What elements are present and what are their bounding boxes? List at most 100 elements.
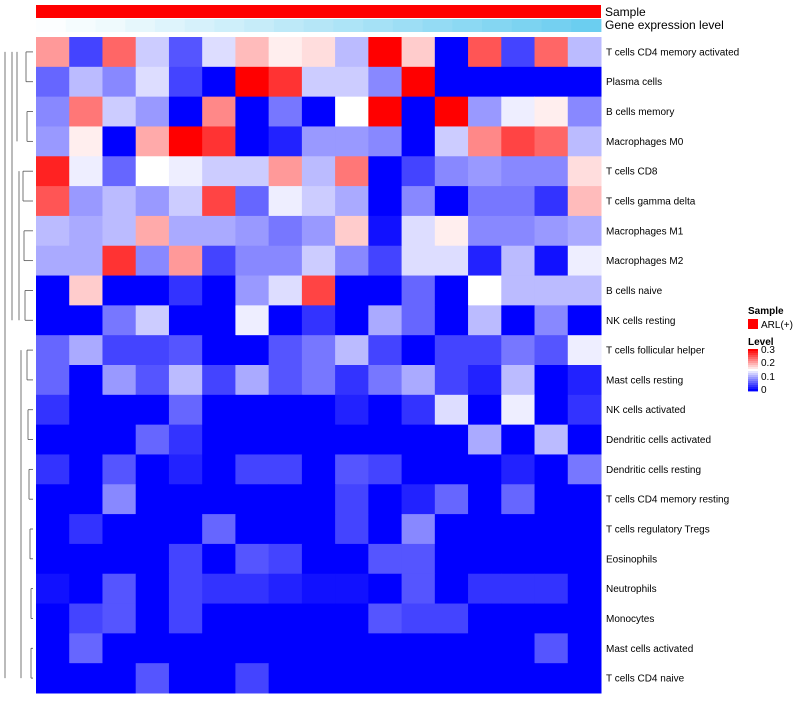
heatmap-cell (468, 335, 502, 366)
annotation-gene-level-cell (422, 19, 453, 32)
heatmap-cell (69, 186, 103, 217)
heatmap-cell (567, 186, 602, 217)
heatmap-cell (36, 37, 70, 68)
heatmap-cell (36, 96, 70, 127)
heatmap-cell (235, 633, 270, 664)
heatmap-cell (567, 454, 602, 485)
heatmap-cell (301, 424, 336, 455)
heatmap-cell (168, 514, 203, 545)
heatmap-cell (36, 156, 70, 187)
heatmap-cell (301, 454, 336, 485)
heatmap-cell (335, 454, 369, 485)
heatmap-cell (102, 484, 137, 515)
heatmap-cell (434, 37, 469, 68)
annotation-gene-level-cell (333, 19, 364, 32)
heatmap-cell (69, 484, 103, 515)
row-label: NK cells activated (606, 405, 685, 416)
heatmap-cell (102, 365, 137, 396)
heatmap-cell (102, 305, 137, 336)
annotation-gene-level-cell (392, 19, 423, 32)
heatmap-cell (202, 37, 236, 68)
heatmap-cell (235, 603, 270, 634)
heatmap-cell (135, 394, 170, 426)
legend-colorbar-step (748, 369, 758, 372)
heatmap-cell (168, 663, 203, 694)
row-label: T cells CD4 memory resting (606, 495, 729, 506)
annotation-gene-level-label: Gene expression level (605, 18, 724, 32)
row-label: T cells regulatory Tregs (606, 525, 710, 536)
legend-colorbar-step (748, 349, 758, 352)
legend-colorbar-step (748, 355, 758, 358)
row-label: Dendritic cells resting (606, 465, 701, 476)
heatmap-cell (534, 245, 569, 277)
heatmap-cell (36, 365, 70, 396)
heatmap-cell (335, 365, 369, 396)
heatmap-cell (301, 96, 336, 127)
heatmap-cell (401, 365, 436, 396)
heatmap-cell (301, 543, 336, 575)
heatmap-cell (434, 663, 469, 694)
heatmap-cell (567, 633, 602, 664)
annotation-gene-level-cell (303, 19, 334, 32)
heatmap-cell (202, 543, 236, 575)
heatmap-cell (567, 156, 602, 187)
annotation-gene-level-cell (571, 19, 602, 32)
row-label: Mast cells activated (606, 644, 693, 655)
heatmap-cell (235, 37, 270, 68)
annotation-gene-level-cell (541, 19, 572, 32)
legend-colorbar-step (748, 359, 758, 362)
heatmap-cell (534, 365, 569, 396)
heatmap-cell (69, 603, 103, 634)
heatmap-cell (268, 484, 303, 515)
heatmap-cell (268, 514, 303, 545)
heatmap-cell (135, 454, 170, 485)
heatmap-cell (368, 633, 403, 664)
heatmap-cell (368, 394, 403, 426)
heatmap-cell (268, 394, 303, 426)
heatmap-cell (434, 335, 469, 366)
heatmap-cell (335, 424, 369, 455)
annotation-gene-level-cell (65, 19, 96, 32)
heatmap-cell (135, 663, 170, 694)
heatmap-cell (102, 156, 137, 187)
row-label: T cells CD8 (606, 167, 658, 178)
heatmap-cell (401, 245, 436, 277)
heatmap-cell (401, 633, 436, 664)
heatmap-cell (268, 365, 303, 396)
heatmap-cell (401, 126, 436, 157)
heatmap-cell (168, 365, 203, 396)
annotation-gene-level-cell (36, 19, 67, 32)
heatmap-cell (567, 365, 602, 396)
heatmap-cell (401, 543, 436, 575)
heatmap-cell (268, 603, 303, 634)
heatmap-cell (235, 573, 270, 605)
heatmap-cell (401, 603, 436, 634)
heatmap-cell (202, 603, 236, 634)
heatmap-cell (501, 335, 536, 366)
heatmap-cell (335, 186, 369, 217)
heatmap-cell (401, 96, 436, 127)
heatmap-cell (268, 454, 303, 485)
heatmap-cell (69, 543, 103, 575)
heatmap-cell (36, 126, 70, 157)
heatmap-cell (567, 305, 602, 336)
legend-level-tick-4: 0 (761, 385, 767, 396)
heatmap-cell (102, 543, 137, 575)
annotation-gene-level-cell (95, 19, 126, 32)
heatmap-cell (567, 37, 602, 68)
row-label: Macrophages M1 (606, 226, 684, 237)
heatmap-cell (468, 96, 502, 127)
heatmap-cell (401, 424, 436, 455)
annotation-sample-bar (36, 5, 601, 18)
heatmap-cell (102, 454, 137, 485)
heatmap-cell (368, 454, 403, 485)
heatmap-cell (36, 454, 70, 485)
heatmap-cell (434, 573, 469, 605)
heatmap-cell (468, 514, 502, 545)
legend-colorbar-step (748, 379, 758, 382)
heatmap-cell (301, 66, 336, 98)
row-label: Macrophages M0 (606, 137, 684, 148)
annotation-gene-level-cell (273, 19, 305, 32)
legend-level-tick-2: 0.2 (761, 358, 775, 369)
